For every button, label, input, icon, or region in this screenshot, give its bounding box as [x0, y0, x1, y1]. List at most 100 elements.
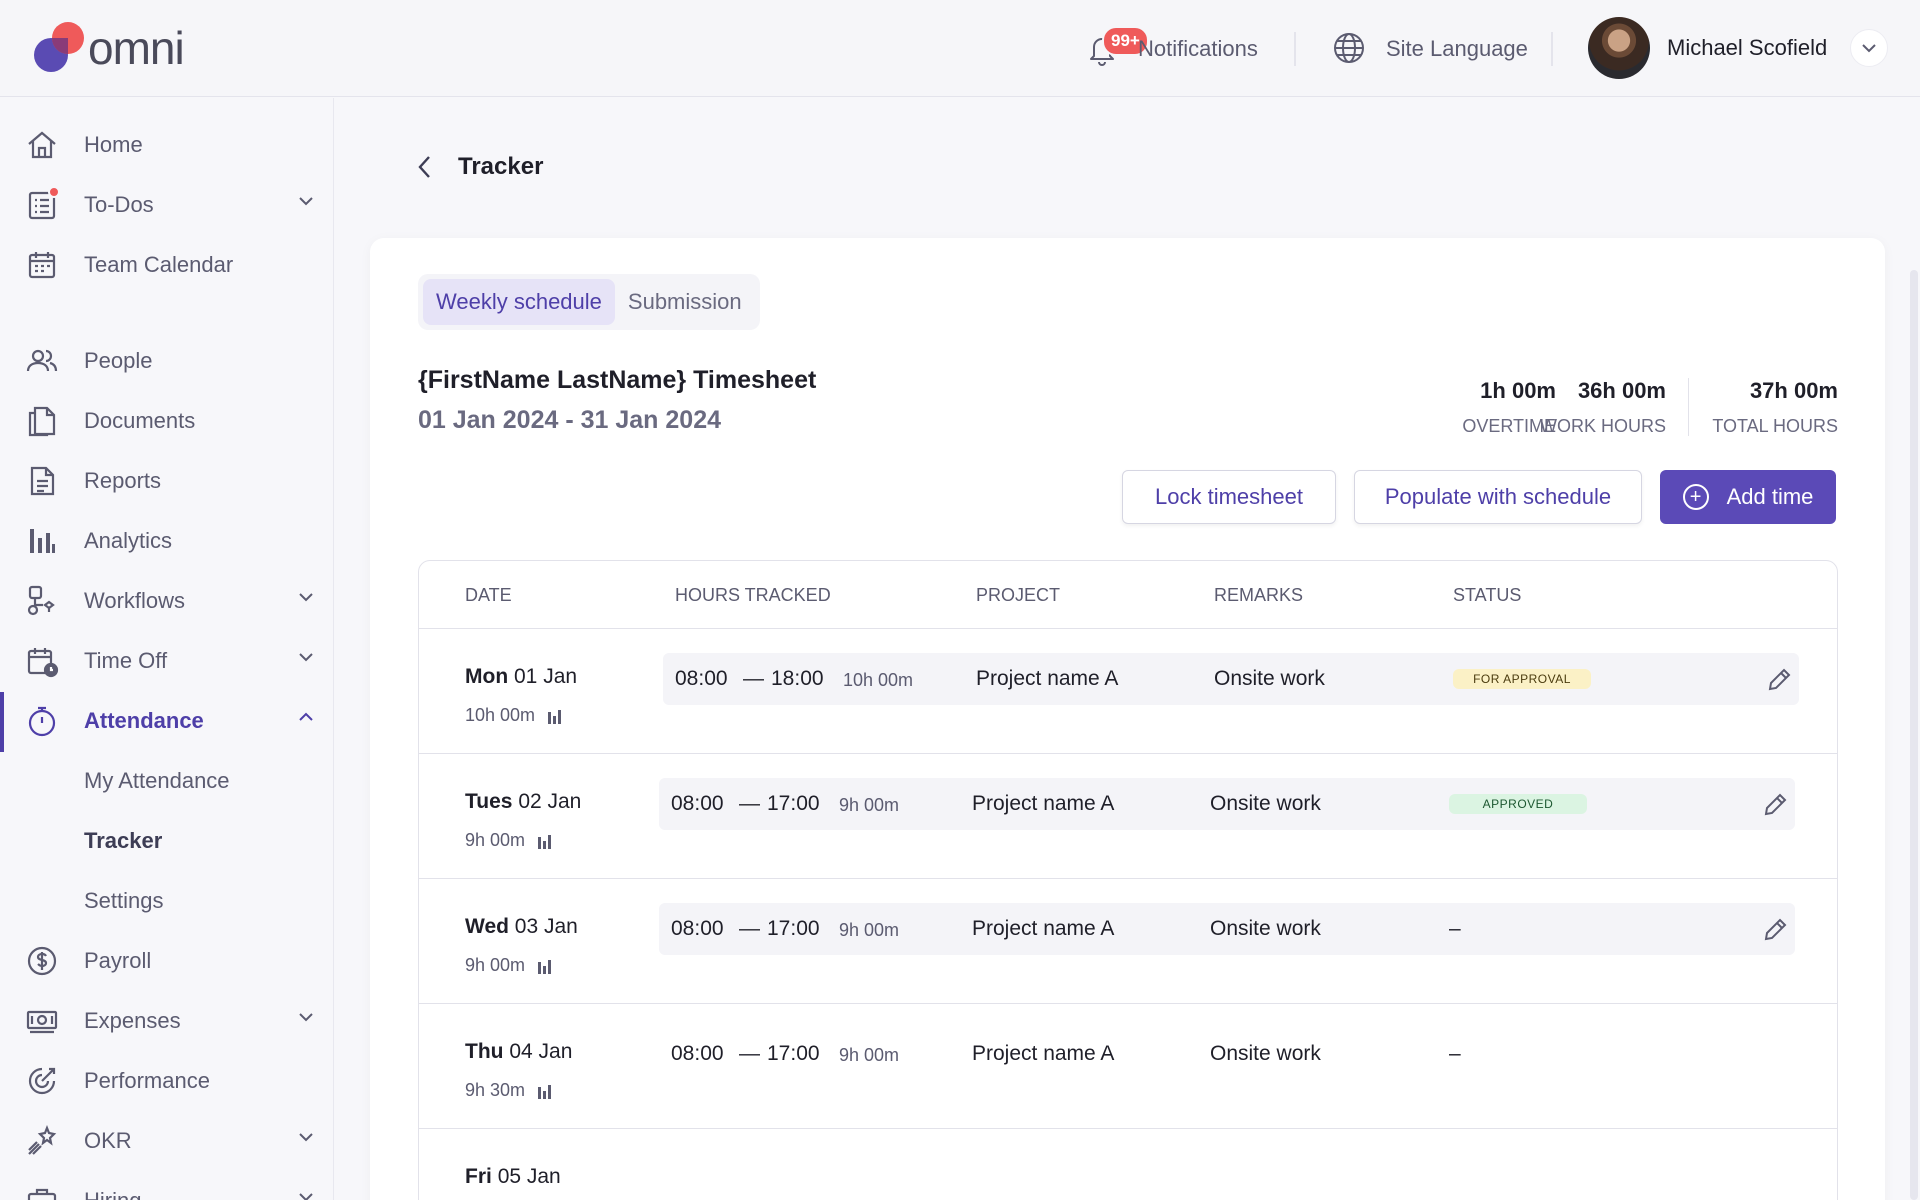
bar-chart-icon[interactable]	[547, 708, 563, 724]
sidebar-item-hiring[interactable]: Hiring	[0, 1176, 334, 1200]
row-day: 05 Jan	[497, 1165, 561, 1188]
end-time[interactable]: 17:00	[767, 792, 820, 815]
bar-chart-icon[interactable]	[537, 1083, 553, 1099]
start-time[interactable]: 08:00	[671, 1042, 724, 1065]
start-time[interactable]: 08:00	[671, 792, 724, 815]
time-separator: —	[739, 1042, 760, 1065]
pencil-icon[interactable]	[1761, 916, 1789, 944]
sidebar-item-people[interactable]: People	[0, 336, 334, 386]
row-duration: 9h 00m	[465, 955, 553, 976]
performance-icon	[28, 1067, 56, 1095]
stat-label: TOTAL HOURS	[1712, 416, 1838, 436]
workflow-icon	[27, 585, 55, 616]
timesheet-table: DATE HOURS TRACKED PROJECT REMARKS STATU…	[418, 560, 1838, 1200]
tab-weekly-schedule[interactable]: Weekly schedule	[423, 279, 615, 325]
table-row[interactable]: Fri 05 Jan	[419, 1129, 1837, 1200]
table-row[interactable]: Thu 04 Jan 9h 30m 08:00 — 17:00 9h 00m P…	[419, 1004, 1837, 1129]
chevron-left-icon[interactable]	[412, 152, 438, 182]
sidebar-item-label: Workflows	[84, 588, 186, 613]
chevron-down-icon[interactable]	[298, 652, 314, 662]
chevron-down-icon[interactable]	[298, 1192, 314, 1200]
sidebar-subitem-settings[interactable]: Settings	[84, 888, 164, 913]
sidebar-item-performance[interactable]: Performance	[0, 1056, 334, 1106]
column-header-project[interactable]: PROJECT	[976, 585, 1061, 605]
sidebar-item-label: Performance	[84, 1068, 210, 1093]
column-header-date[interactable]: DATE	[465, 585, 512, 605]
bar-chart-icon[interactable]	[537, 958, 553, 974]
divider	[1294, 32, 1296, 66]
sidebar-item-team-calendar[interactable]: Team Calendar	[0, 240, 334, 290]
tracked-duration: 9h 00m	[839, 1045, 900, 1065]
sidebar-item-todos[interactable]: To-Dos	[0, 180, 334, 230]
stat-work-hours: 36h 00m WORK HOURS	[1536, 378, 1666, 437]
bar-chart-icon[interactable]	[537, 833, 553, 849]
notifications-button[interactable]: 99+ Notifications	[1086, 18, 1266, 78]
stat-total-hours: 37h 00m TOTAL HOURS	[1700, 378, 1838, 437]
sidebar-item-time-off[interactable]: Time Off	[0, 636, 334, 686]
sidebar-subitem-tracker[interactable]: Tracker	[84, 828, 163, 853]
sidebar-item-okr[interactable]: OKR	[0, 1116, 334, 1166]
page-scrollbar[interactable]	[1910, 270, 1918, 1200]
chevron-up-icon[interactable]	[298, 712, 314, 722]
sidebar-item-reports[interactable]: Reports	[0, 456, 334, 506]
sidebar-item-expenses[interactable]: Expenses	[0, 996, 334, 1046]
sidebar-item-label: To-Dos	[84, 192, 154, 217]
table-row[interactable]: Mon 01 Jan 10h 00m 08:00 — 18:00 10h 00m…	[419, 629, 1837, 754]
stat-value: 1h 00m	[1480, 378, 1556, 403]
pencil-icon[interactable]	[1765, 666, 1793, 694]
start-time[interactable]: 08:00	[671, 917, 724, 940]
table-row[interactable]: Wed 03 Jan 9h 00m 08:00 — 17:00 9h 00m P…	[419, 879, 1837, 1004]
pencil-icon[interactable]	[1761, 791, 1789, 819]
sidebar-item-documents[interactable]: Documents	[0, 396, 334, 446]
sidebar-item-label: Reports	[84, 468, 162, 493]
table-header: DATE HOURS TRACKED PROJECT REMARKS STATU…	[419, 561, 1837, 629]
sidebar-item-analytics[interactable]: Analytics	[0, 516, 334, 566]
todo-notification-dot	[48, 186, 60, 198]
row-dow: Fri	[465, 1165, 492, 1188]
chevron-down-icon[interactable]	[298, 196, 314, 206]
sidebar-subitem-my-attendance[interactable]: My Attendance	[84, 768, 230, 793]
app-logo[interactable]: omni	[34, 22, 185, 74]
sidebar-item-attendance[interactable]: Attendance	[0, 692, 334, 752]
row-duration-value: 9h 30m	[465, 1080, 526, 1100]
sidebar-item-home[interactable]: Home	[0, 120, 334, 170]
row-duration: 9h 00m	[465, 830, 553, 851]
column-header-hours[interactable]: HOURS TRACKED	[675, 585, 831, 605]
end-time[interactable]: 18:00	[771, 667, 824, 690]
stat-divider	[1688, 378, 1689, 436]
divider	[1551, 32, 1553, 66]
chevron-down-icon[interactable]	[298, 592, 314, 602]
sidebar-item-label: Hiring	[84, 1188, 141, 1200]
lock-timesheet-button[interactable]: Lock timesheet	[1122, 470, 1336, 524]
row-duration-value: 9h 00m	[465, 830, 526, 850]
site-language-label: Site Language	[1386, 36, 1528, 61]
chevron-down-icon[interactable]	[1850, 29, 1888, 67]
page-title: Tracker	[458, 153, 544, 180]
dollar-icon	[27, 946, 57, 976]
sidebar-item-label: Attendance	[84, 708, 204, 733]
column-header-remarks[interactable]: REMARKS	[1214, 585, 1304, 605]
add-time-button[interactable]: + Add time	[1660, 470, 1836, 524]
row-dow: Tues	[465, 790, 513, 813]
row-day: 04 Jan	[509, 1040, 573, 1063]
end-time[interactable]: 17:00	[767, 1042, 820, 1065]
chevron-down-icon[interactable]	[298, 1012, 314, 1022]
briefcase-icon	[27, 1188, 57, 1200]
table-row[interactable]: Tues 02 Jan 9h 00m 08:00 — 17:00 9h 00m …	[419, 754, 1837, 879]
chevron-down-icon[interactable]	[298, 1132, 314, 1142]
status-badge: APPROVED	[1449, 794, 1587, 814]
end-time[interactable]: 17:00	[767, 917, 820, 940]
tab-submission[interactable]: Submission	[627, 289, 742, 314]
populate-schedule-button[interactable]: Populate with schedule	[1354, 470, 1642, 524]
site-language-button[interactable]: Site Language	[1332, 30, 1532, 66]
column-header-status[interactable]: STATUS	[1453, 585, 1522, 605]
row-date: Thu 04 Jan	[465, 1040, 572, 1064]
logo-text: omni	[88, 22, 185, 74]
tracked-duration: 9h 00m	[839, 920, 900, 940]
sidebar-item-label: People	[84, 348, 153, 373]
sidebar-item-label: Payroll	[84, 948, 152, 973]
start-time[interactable]: 08:00	[675, 667, 728, 690]
sidebar-item-payroll[interactable]: Payroll	[0, 936, 334, 986]
user-menu[interactable]: Michael Scofield	[1588, 17, 1898, 79]
sidebar-item-workflows[interactable]: Workflows	[0, 576, 334, 626]
